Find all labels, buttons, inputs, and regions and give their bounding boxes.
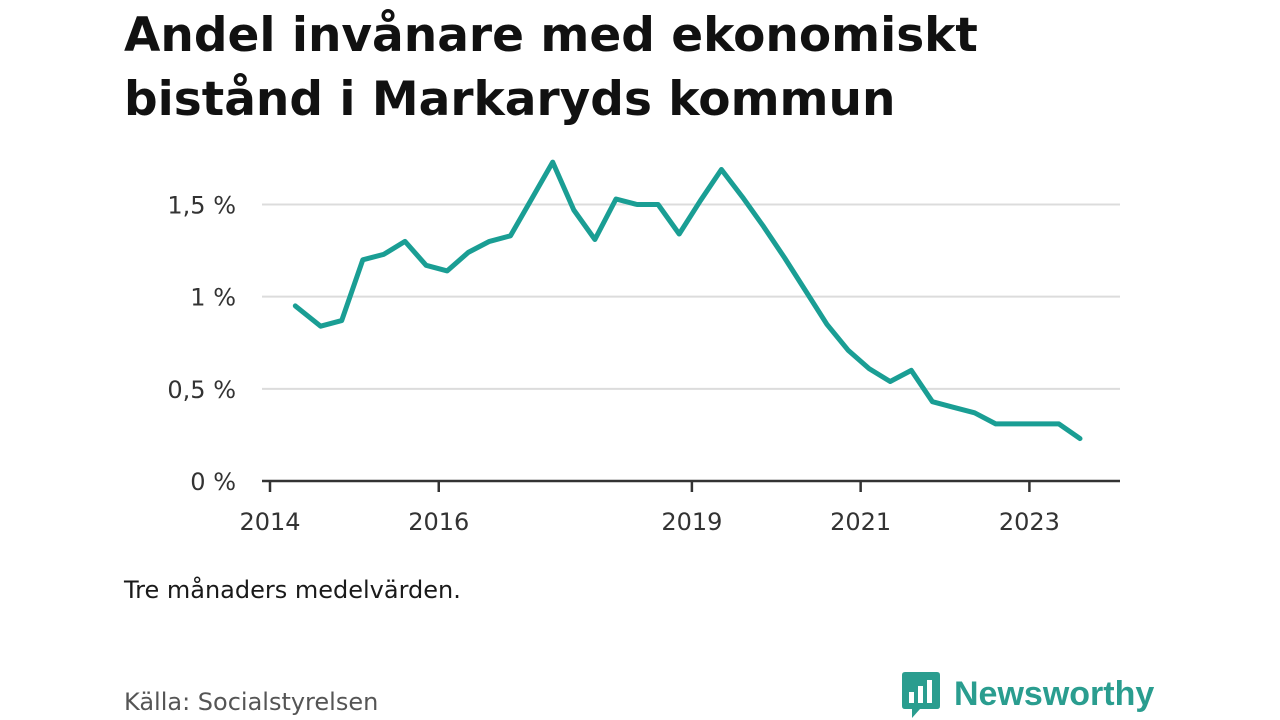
chart-note: Tre månaders medelvärden. (124, 576, 461, 604)
grid-lines (262, 203, 1120, 390)
x-tick-label: 2019 (661, 508, 722, 536)
x-tick-label: 2016 (408, 508, 469, 536)
x-tick-label: 2014 (239, 508, 300, 536)
brand-name: Newsworthy (954, 674, 1155, 713)
brand-logo: Newsworthy (900, 668, 1154, 720)
source-label: Källa: Socialstyrelsen (124, 688, 379, 716)
y-tick-label: 0,5 % (167, 376, 236, 404)
bar-chart-bubble-icon (902, 672, 940, 718)
x-axis-ticks: 2014 2016 2019 2021 2023 (239, 481, 1060, 536)
y-tick-label: 0 % (190, 468, 236, 496)
x-tick-label: 2023 (999, 508, 1060, 536)
series-line (292, 159, 1083, 442)
x-tick-label: 2021 (830, 508, 891, 536)
y-tick-label: 1,5 % (167, 192, 236, 220)
y-axis-ticks: 0 % 0,5 % 1 % 1,5 % (167, 192, 236, 496)
chart-title-line-2: bistånd i Markaryds kommun (124, 72, 896, 127)
series-points (293, 160, 1083, 441)
chart-title-line-1: Andel invånare med ekonomiskt (124, 8, 978, 63)
line-chart: 0 % 0,5 % 1 % 1,5 % 2014 2016 2019 2021 2023 (167, 159, 1120, 536)
y-tick-label: 1 % (190, 284, 236, 312)
chart-title: Andel invånare med ekonomiskt bistånd i … (124, 4, 1124, 132)
